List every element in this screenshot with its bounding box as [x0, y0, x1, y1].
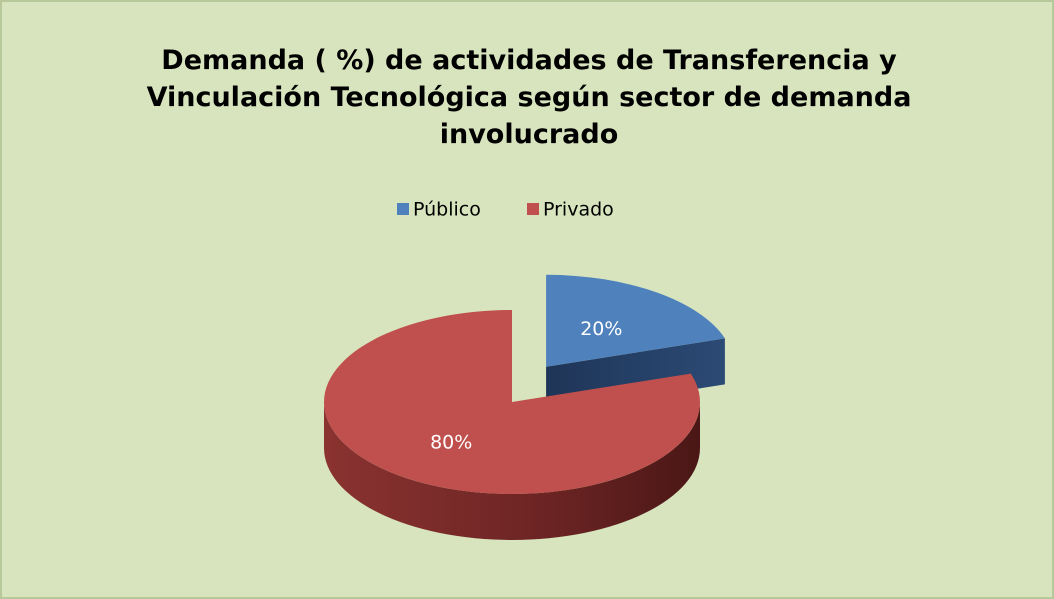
slice: [324, 310, 701, 495]
legend-swatch: [397, 203, 409, 215]
legend-label: Público: [413, 199, 481, 221]
legend-swatch: [527, 203, 539, 215]
slice-wall: [324, 402, 700, 540]
data-label: 20%: [580, 318, 622, 340]
data-label: 80%: [430, 431, 472, 453]
chart-title: Demanda ( %) de actividades de Transfere…: [146, 45, 912, 150]
legend-label: Privado: [543, 199, 614, 221]
slice: [546, 274, 725, 367]
